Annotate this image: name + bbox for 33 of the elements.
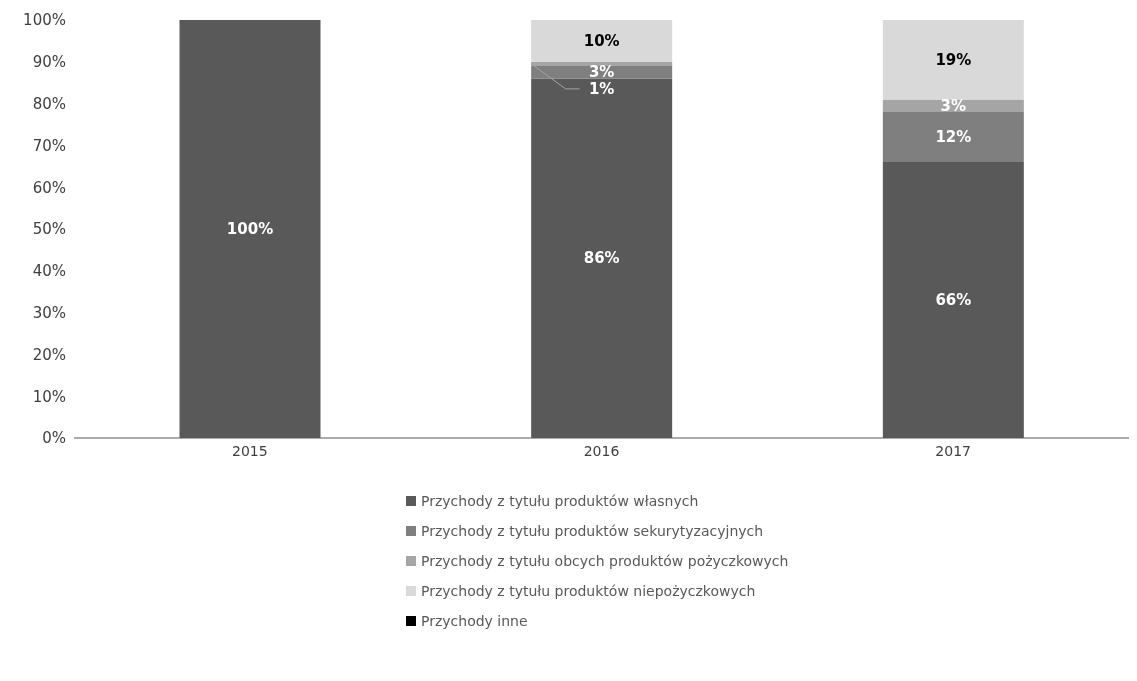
y-tick-label: 100% — [23, 11, 66, 30]
bar — [531, 65, 673, 79]
data-label: 3% — [940, 96, 967, 115]
data-label: 86% — [583, 249, 620, 268]
y-tick-label: 50% — [32, 220, 66, 239]
y-tick-label: 20% — [32, 345, 66, 364]
data-label: 66% — [935, 291, 972, 310]
y-tick-label: 30% — [32, 303, 66, 322]
legend-label: Przychody z tytułu produktów własnych — [421, 493, 699, 509]
data-label: 3% — [588, 63, 615, 82]
y-tick-label: 60% — [32, 178, 66, 197]
legend-label: Przychody z tytułu obcych produktów pożyczkowych — [421, 553, 789, 569]
x-tick-label: 2017 — [935, 442, 971, 459]
data-label: 100% — [226, 220, 274, 238]
y-tick-label: 80% — [32, 94, 66, 113]
y-tick-label: 0% — [42, 429, 66, 448]
bar — [531, 20, 673, 62]
x-tick-label: 2016 — [583, 442, 620, 459]
y-tick-label: 90% — [32, 53, 66, 72]
data-label: 12% — [935, 128, 972, 147]
data-label: 19% — [935, 50, 972, 69]
legend-label: Przychody z tytułu produktów niepożyczkowych — [421, 583, 756, 599]
bar — [882, 20, 1024, 100]
y-tick-label: 70% — [32, 136, 66, 155]
legend-label: Przychody z tytułu produktów sekurytyzacyjnych — [421, 523, 764, 539]
bar — [882, 111, 1024, 163]
y-tick-label: 10% — [32, 387, 66, 406]
bar — [882, 99, 1024, 112]
legend-label: Przychody inne — [421, 613, 528, 629]
x-tick-label: 2015 — [232, 442, 268, 459]
data-label: 1% — [588, 79, 615, 98]
y-tick-label: 40% — [32, 262, 66, 281]
data-label: 10% — [583, 31, 620, 50]
